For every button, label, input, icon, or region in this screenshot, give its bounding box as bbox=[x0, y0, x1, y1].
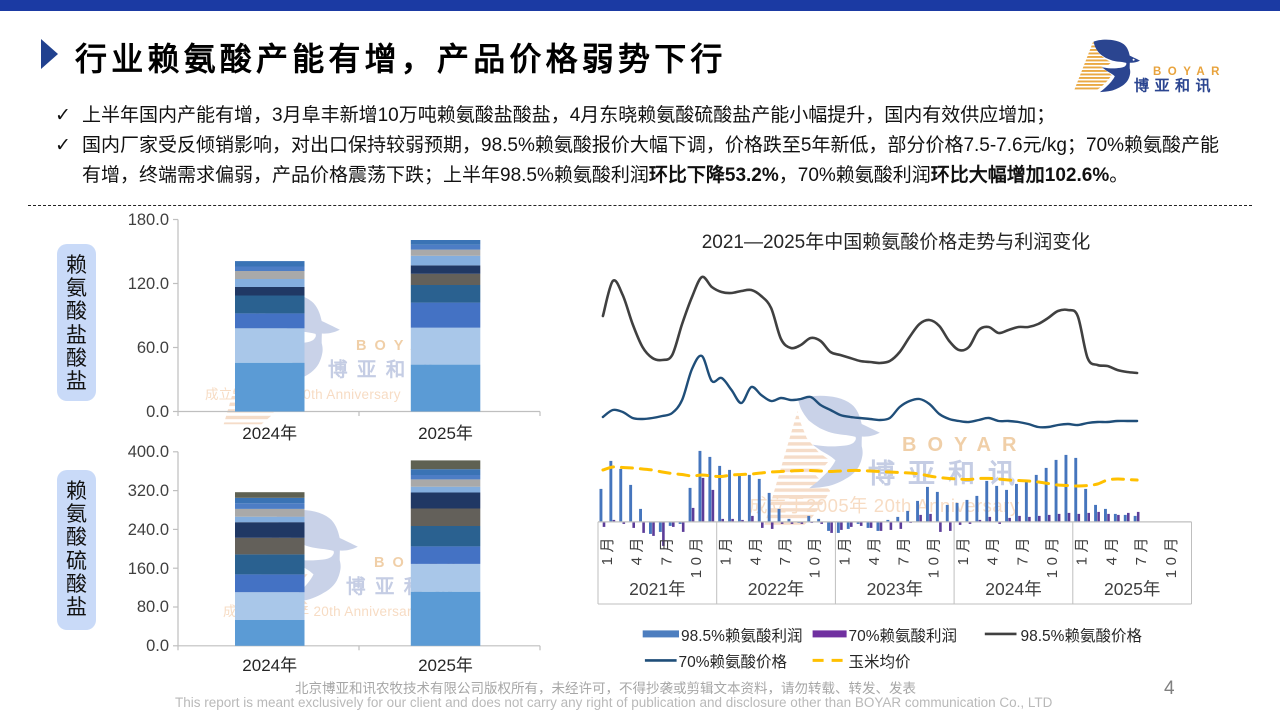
svg-text:0.0: 0.0 bbox=[146, 637, 169, 655]
svg-text:320.0: 320.0 bbox=[128, 482, 169, 500]
svg-text:4月: 4月 bbox=[747, 533, 764, 565]
svg-text:10月: 10月 bbox=[688, 533, 705, 578]
svg-text:1月: 1月 bbox=[955, 533, 972, 565]
svg-text:10月: 10月 bbox=[925, 533, 942, 578]
svg-text:98.5%赖氨酸利润: 98.5%赖氨酸利润 bbox=[681, 627, 802, 645]
svg-text:7月: 7月 bbox=[1133, 533, 1150, 565]
svg-text:120.0: 120.0 bbox=[128, 275, 169, 293]
svg-text:80.0: 80.0 bbox=[137, 598, 169, 616]
svg-text:240.0: 240.0 bbox=[128, 521, 169, 539]
svg-text:2021年: 2021年 bbox=[629, 579, 685, 599]
svg-text:2024年: 2024年 bbox=[242, 656, 297, 675]
svg-text:玉米均价: 玉米均价 bbox=[849, 653, 912, 671]
svg-text:10月: 10月 bbox=[1163, 533, 1180, 578]
svg-text:2021—2025年中国赖氨酸价格走势与利润变化: 2021—2025年中国赖氨酸价格走势与利润变化 bbox=[702, 231, 1091, 253]
svg-text:60.0: 60.0 bbox=[137, 339, 169, 357]
svg-text:4月: 4月 bbox=[866, 533, 883, 565]
svg-text:4月: 4月 bbox=[985, 533, 1002, 565]
svg-text:BOYAR: BOYAR bbox=[902, 434, 1027, 456]
svg-text:2025年: 2025年 bbox=[1104, 579, 1160, 599]
svg-text:180.0: 180.0 bbox=[128, 211, 169, 229]
svg-text:BOYAR: BOYAR bbox=[1153, 66, 1226, 78]
svg-text:7月: 7月 bbox=[896, 533, 913, 565]
svg-text:70%赖氨酸利润: 70%赖氨酸利润 bbox=[849, 627, 958, 645]
svg-text:98.5%赖氨酸价格: 98.5%赖氨酸价格 bbox=[1021, 627, 1143, 645]
svg-text:2025年: 2025年 bbox=[418, 424, 473, 443]
svg-text:1月: 1月 bbox=[718, 533, 735, 565]
svg-text:1月: 1月 bbox=[1074, 533, 1091, 565]
svg-text:7月: 7月 bbox=[1014, 533, 1031, 565]
svg-text:博亚和讯: 博亚和讯 bbox=[328, 358, 444, 381]
svg-text:博亚和讯: 博亚和讯 bbox=[1134, 77, 1216, 95]
svg-text:4月: 4月 bbox=[1103, 533, 1120, 565]
svg-text:7月: 7月 bbox=[777, 533, 794, 565]
svg-text:10月: 10月 bbox=[807, 533, 824, 578]
svg-text:2024年: 2024年 bbox=[985, 579, 1041, 599]
svg-text:10月: 10月 bbox=[1044, 533, 1061, 578]
svg-text:1月: 1月 bbox=[599, 533, 616, 565]
svg-text:2025年: 2025年 bbox=[418, 656, 473, 675]
svg-text:70%赖氨酸价格: 70%赖氨酸价格 bbox=[679, 653, 788, 671]
svg-text:2022年: 2022年 bbox=[748, 579, 804, 599]
svg-text:160.0: 160.0 bbox=[128, 560, 169, 578]
svg-text:2023年: 2023年 bbox=[867, 579, 923, 599]
svg-text:2024年: 2024年 bbox=[242, 424, 297, 443]
svg-text:成立于2005年 20th Anniversary: 成立于2005年 20th Anniversary bbox=[749, 495, 1020, 516]
svg-text:0.0: 0.0 bbox=[146, 403, 169, 421]
svg-text:400.0: 400.0 bbox=[128, 443, 169, 461]
svg-text:1月: 1月 bbox=[836, 533, 853, 565]
svg-text:4月: 4月 bbox=[629, 533, 646, 565]
svg-text:7月: 7月 bbox=[658, 533, 675, 565]
